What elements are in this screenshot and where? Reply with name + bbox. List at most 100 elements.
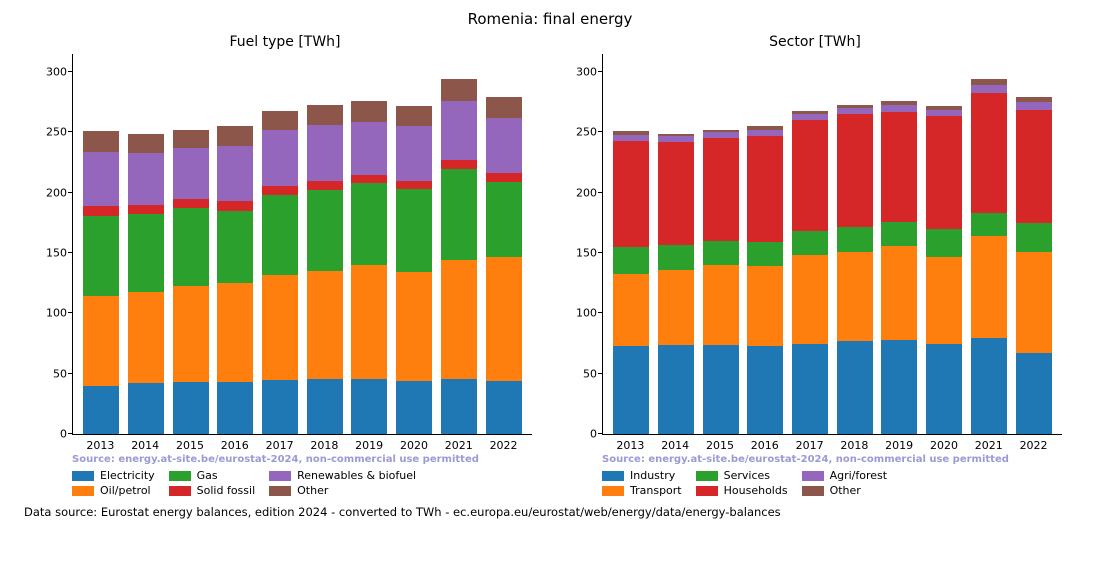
bar-segment-electricity xyxy=(83,386,119,434)
bar-column xyxy=(217,126,253,434)
y-tick-mark xyxy=(598,373,603,374)
bar-column xyxy=(703,130,739,434)
y-tick-mark xyxy=(598,312,603,313)
bar-segment-solid xyxy=(396,181,432,189)
legend-label: Industry xyxy=(630,469,675,482)
legend-item-other: Other xyxy=(802,484,888,497)
y-tick-label: 50 xyxy=(31,367,67,380)
bar-segment-other xyxy=(128,134,164,153)
bar-segment-solid xyxy=(128,205,164,215)
bar-segment-gas xyxy=(396,189,432,272)
bar-segment-households xyxy=(792,120,828,231)
bar-segment-households xyxy=(658,142,694,245)
suptitle: Romenia: final energy xyxy=(0,0,1100,34)
x-tick-label: 2018 xyxy=(306,439,342,452)
bar-segment-gas xyxy=(262,195,298,275)
x-tick-label: 2013 xyxy=(612,439,648,452)
bar-segment-households xyxy=(613,141,649,247)
legend-column: Agri/forest Other xyxy=(802,469,888,499)
legend-label: Other xyxy=(830,484,861,497)
bar-segment-other xyxy=(307,105,343,126)
bar-column xyxy=(881,101,917,434)
bar-segment-electricity xyxy=(128,383,164,434)
y-tick-label: 50 xyxy=(561,367,597,380)
bar-segment-renew xyxy=(173,148,209,199)
bar-segment-oil xyxy=(307,271,343,378)
legend-swatch xyxy=(269,486,291,496)
bar-segment-services xyxy=(1016,223,1052,252)
legend-label: Transport xyxy=(630,484,682,497)
bar-segment-oil xyxy=(83,296,119,385)
bar-segment-solid xyxy=(351,175,387,183)
legend-column: Industry Transport xyxy=(602,469,682,499)
legend-column: GasSolid fossil xyxy=(169,469,255,499)
bar-segment-services xyxy=(971,213,1007,236)
legend-label: Agri/forest xyxy=(830,469,888,482)
bar-column xyxy=(83,131,119,434)
legend-item-renew: Renewables & biofuel xyxy=(269,469,416,482)
bar-column xyxy=(658,134,694,434)
y-tick-label: 0 xyxy=(561,428,597,441)
bar-segment-oil xyxy=(128,292,164,384)
bar-segment-oil xyxy=(173,286,209,383)
bar-column xyxy=(307,105,343,434)
y-tick-mark xyxy=(68,433,73,434)
legend-item-transport: Transport xyxy=(602,484,682,497)
legend-column: ElectricityOil/petrol xyxy=(72,469,155,499)
sector-x-labels: 2013201420152016201720182019202020212022 xyxy=(602,435,1062,452)
x-tick-label: 2020 xyxy=(396,439,432,452)
sector-plot-area: 050100150200250300 xyxy=(602,54,1062,435)
x-tick-label: 2013 xyxy=(82,439,118,452)
legend-swatch xyxy=(602,471,624,481)
bar-segment-services xyxy=(747,242,783,266)
bar-segment-solid xyxy=(217,201,253,211)
x-tick-label: 2014 xyxy=(657,439,693,452)
legend-item-gas: Gas xyxy=(169,469,255,482)
bar-segment-services xyxy=(703,241,739,265)
x-tick-label: 2015 xyxy=(172,439,208,452)
y-tick-mark xyxy=(598,71,603,72)
bar-segment-oil xyxy=(396,272,432,381)
legend-swatch xyxy=(72,471,94,481)
bar-column xyxy=(351,101,387,434)
sector-title: Sector [TWh] xyxy=(560,34,1070,50)
legend-swatch xyxy=(602,486,624,496)
fuel-legend: ElectricityOil/petrol GasSolid fossil Rene… xyxy=(72,469,540,499)
y-tick-mark xyxy=(68,192,73,193)
y-tick-label: 300 xyxy=(561,66,597,79)
y-tick-label: 0 xyxy=(31,428,67,441)
x-tick-label: 2021 xyxy=(971,439,1007,452)
bar-segment-households xyxy=(971,93,1007,214)
bar-segment-electricity xyxy=(441,379,477,434)
legend-swatch xyxy=(169,471,191,481)
legend-item-industry: Industry xyxy=(602,469,682,482)
bar-segment-households xyxy=(926,116,962,229)
bar-segment-industry xyxy=(1016,353,1052,434)
legend-label: Other xyxy=(297,484,328,497)
bar-column xyxy=(613,131,649,434)
bar-column xyxy=(971,79,1007,434)
legend-item-households: Households xyxy=(696,484,788,497)
bar-segment-services xyxy=(837,227,873,252)
footer-source: Data source: Eurostat energy balances, e… xyxy=(0,499,1100,519)
bar-segment-renew xyxy=(262,130,298,185)
bar-segment-gas xyxy=(486,182,522,257)
bar-segment-transport xyxy=(881,246,917,340)
bar-segment-industry xyxy=(658,345,694,434)
bar-segment-transport xyxy=(613,274,649,346)
bar-column xyxy=(747,126,783,434)
y-tick-mark xyxy=(598,252,603,253)
bar-segment-gas xyxy=(128,214,164,291)
x-tick-label: 2022 xyxy=(1016,439,1052,452)
legend-swatch xyxy=(696,486,718,496)
bar-column xyxy=(128,134,164,434)
bar-segment-transport xyxy=(837,252,873,341)
y-tick-mark xyxy=(68,252,73,253)
legend-column: Renewables & biofuel Other xyxy=(269,469,416,499)
x-tick-label: 2016 xyxy=(747,439,783,452)
y-tick-label: 200 xyxy=(31,186,67,199)
bar-segment-households xyxy=(747,136,783,242)
bar-segment-electricity xyxy=(351,379,387,434)
bar-segment-households xyxy=(703,138,739,241)
y-tick-mark xyxy=(68,71,73,72)
